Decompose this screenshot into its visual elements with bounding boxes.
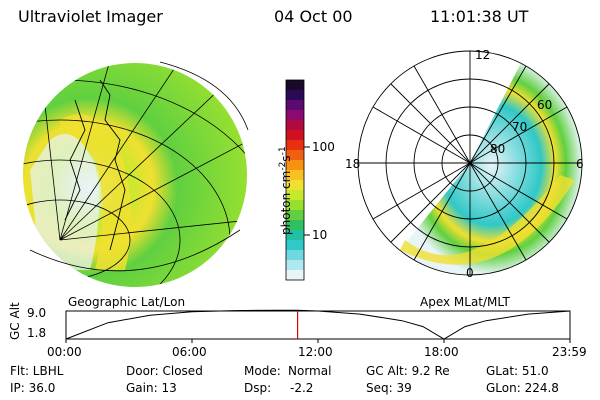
colorbar-segment	[286, 150, 304, 161]
colorbar-segment	[286, 210, 304, 221]
mlt-label-18: 18	[345, 157, 361, 171]
colorbar-segment	[286, 120, 304, 131]
colorbar-segment	[286, 230, 304, 241]
instrument-title: Ultraviolet Imager	[18, 7, 163, 26]
mlt-label-12: 12	[475, 48, 491, 62]
lat-label-60: 60	[537, 98, 553, 112]
altitude-xtick-2359: 23:59	[552, 345, 587, 359]
altitude-ytick-max: 9.0	[27, 306, 47, 320]
colorbar-segment	[286, 110, 304, 121]
right-panel-caption: Apex MLat/MLT	[420, 295, 510, 309]
colorbar-segment	[286, 180, 304, 191]
altitude-plot	[65, 309, 571, 343]
colorbar	[285, 79, 310, 281]
coastlines	[64, 79, 126, 251]
info-dsp-value: -2.2	[290, 381, 314, 395]
info-seq: Seq: 39	[366, 381, 412, 395]
colorbar-segment	[286, 240, 304, 251]
lat-label-80: 80	[490, 142, 506, 156]
colorbar-segment	[286, 90, 304, 101]
mlt-label-6: 6	[576, 157, 584, 171]
dark-region-left	[30, 133, 99, 270]
info-glat: GLat: 51.0	[486, 364, 549, 378]
time-label: 11:01:38 UT	[430, 7, 529, 26]
info-mode-label: Mode:	[244, 364, 281, 378]
date-label: 04 Oct 00	[274, 7, 353, 26]
colorbar-segment	[286, 200, 304, 211]
altitude-xtick-1800: 18:00	[424, 345, 459, 359]
lat-label-70: 70	[512, 120, 528, 134]
auroral-oval-left	[60, 114, 132, 271]
geographic-map	[23, 61, 249, 287]
colorbar-segment	[286, 190, 304, 201]
info-mode-value: Normal	[288, 364, 332, 378]
colorbar-segment	[286, 80, 304, 91]
colorbar-segment	[286, 160, 304, 171]
colorbar-unit-label: photon cm-2s-1	[278, 146, 293, 235]
altitude-series-line	[65, 309, 571, 340]
info-door: Door: Closed	[126, 364, 203, 378]
colorbar-segment	[286, 270, 304, 281]
altitude-ytick-min: 1.8	[27, 326, 47, 340]
colorbar-segment	[286, 100, 304, 111]
colorbar-segment	[286, 220, 304, 231]
auroral-oval-right	[400, 175, 575, 265]
colorbar-tick-100: 100	[312, 140, 335, 154]
colorbar-segment	[286, 250, 304, 261]
altitude-frame	[65, 310, 571, 340]
polar-plot	[357, 50, 583, 276]
mlt-label-0: 0	[466, 266, 474, 280]
info-gc-alt: GC Alt: 9.2 Re	[366, 364, 450, 378]
colorbar-segment	[286, 170, 304, 181]
info-ip: IP: 36.0	[10, 381, 56, 395]
altitude-xtick-0600: 06:00	[172, 345, 207, 359]
polar-grid	[357, 50, 583, 276]
info-dsp-label: Dsp:	[244, 381, 272, 395]
colorbar-tick-10: 10	[312, 228, 328, 242]
info-gain: Gain: 13	[126, 381, 177, 395]
altitude-xtick-1200: 12:00	[298, 345, 333, 359]
colorbar-segment	[286, 130, 304, 141]
colorbar-segment	[286, 260, 304, 271]
colorbar-segment	[286, 140, 304, 151]
info-glon: GLon: 224.8	[486, 381, 559, 395]
altitude-xtick-0000: 00:00	[47, 345, 82, 359]
limb-lines	[29, 61, 249, 272]
left-panel-caption: Geographic Lat/Lon	[68, 295, 186, 309]
altitude-axis-label: GC Alt	[8, 302, 22, 340]
info-filter: Flt: LBHL	[10, 364, 64, 378]
